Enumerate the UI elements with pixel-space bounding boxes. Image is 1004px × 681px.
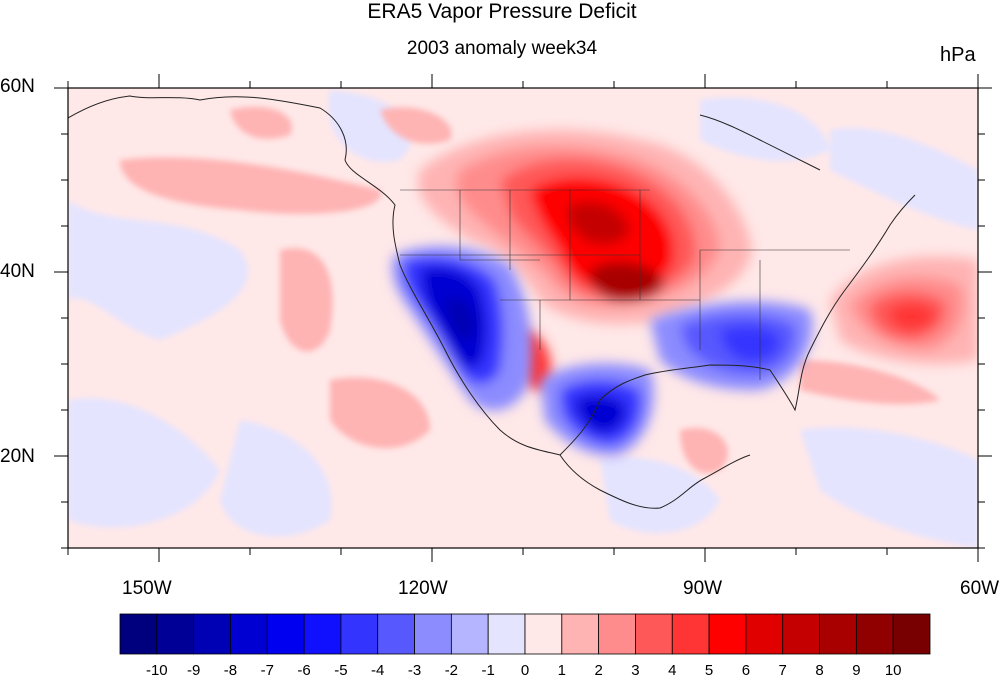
colorbar-tick-label: 5 bbox=[704, 662, 714, 679]
colorbar-tick-label: 0 bbox=[520, 662, 530, 679]
colorbar-tick-label: 9 bbox=[852, 662, 861, 679]
coastline bbox=[68, 95, 916, 509]
colorbar-swatch bbox=[340, 613, 379, 655]
colorbar-tick-label: 1 bbox=[557, 662, 566, 679]
units-label: hPa bbox=[940, 44, 976, 66]
y-tick-label-60n: 60N bbox=[0, 76, 35, 97]
colorbar-swatch bbox=[855, 613, 894, 655]
x-tick-label-120w: 120W bbox=[398, 578, 448, 599]
colorbar-tick-label: -3 bbox=[407, 662, 422, 679]
colorbar-tick-label: -10 bbox=[145, 662, 168, 679]
colorbar-swatch bbox=[119, 613, 158, 655]
colorbar-tick-label: -1 bbox=[481, 662, 495, 679]
colorbar-tick-label: -4 bbox=[371, 662, 385, 679]
y-tick-label-20n: 20N bbox=[0, 446, 35, 467]
colorbar-tick-label: 3 bbox=[631, 662, 640, 679]
colorbar-tick-label: -5 bbox=[334, 662, 348, 679]
state-borders bbox=[400, 189, 850, 380]
colorbar bbox=[119, 613, 931, 655]
colorbar-swatch bbox=[377, 613, 415, 655]
colorbar-tick-label: 7 bbox=[778, 662, 787, 679]
x-tick-label-60w: 60W bbox=[960, 578, 1000, 599]
colorbar-tick-label: 4 bbox=[668, 662, 677, 679]
colorbar-tick-label: 2 bbox=[594, 662, 603, 679]
colorbar-tick-label: 10 bbox=[884, 662, 902, 679]
colorbar-swatch bbox=[193, 613, 231, 655]
x-tick-label-90w: 90W bbox=[683, 578, 723, 599]
colorbar-tick-label: -6 bbox=[297, 662, 311, 679]
anomaly-field bbox=[68, 88, 978, 548]
map-title: ERA5 Vapor Pressure Deficit bbox=[367, 0, 637, 23]
axis-ticks bbox=[54, 74, 992, 562]
colorbar-tick-label: -7 bbox=[260, 662, 274, 679]
x-tick-label-150w: 150W bbox=[122, 578, 172, 599]
colorbar-tick-label: 6 bbox=[741, 662, 751, 679]
colorbar-swatch bbox=[414, 613, 452, 655]
colorbar-swatch bbox=[892, 613, 931, 655]
colorbar-tick-label: -9 bbox=[186, 662, 201, 679]
colorbar-tick-label: -8 bbox=[223, 662, 238, 679]
colorbar-swatch bbox=[708, 613, 747, 655]
colorbar-swatch bbox=[487, 613, 526, 655]
colorbar-swatch bbox=[671, 613, 710, 655]
colorbar-swatch bbox=[561, 613, 600, 655]
colorbar-swatch bbox=[156, 613, 195, 655]
colorbar-swatch bbox=[635, 613, 673, 655]
colorbar-tick-label: 8 bbox=[815, 662, 824, 679]
colorbar-tick-label: -2 bbox=[444, 662, 459, 679]
colorbar-swatch bbox=[266, 613, 305, 655]
colorbar-swatch bbox=[303, 613, 342, 655]
colorbar-swatch bbox=[745, 613, 784, 655]
colorbar-swatch bbox=[524, 613, 563, 655]
colorbar-swatch bbox=[598, 613, 636, 655]
colorbar-swatch bbox=[230, 613, 268, 655]
map-subtitle: 2003 anomaly week34 bbox=[406, 38, 598, 59]
colorbar-swatch bbox=[450, 613, 489, 655]
colorbar-swatch bbox=[782, 613, 820, 655]
y-tick-label-40n: 40N bbox=[0, 261, 35, 282]
colorbar-swatch bbox=[819, 613, 857, 655]
